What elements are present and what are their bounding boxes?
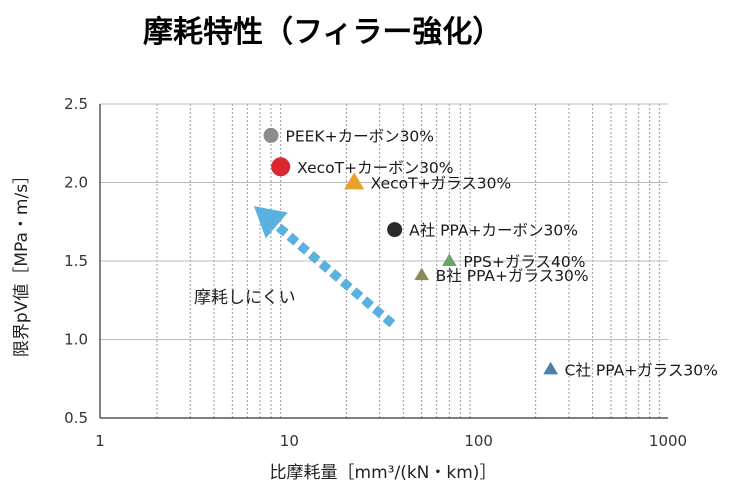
data-point-label: XecoT+ガラス30%	[371, 175, 512, 193]
y-tick-label: 1.0	[64, 331, 88, 349]
y-tick-label: 2.0	[64, 174, 88, 192]
chart-title: 摩耗特性（フィラー強化）	[143, 15, 502, 50]
data-point-label: PEEK+カーボン30%	[285, 127, 434, 145]
data-point	[387, 222, 403, 238]
data-point	[271, 157, 291, 177]
x-tick-label: 1000	[649, 432, 687, 450]
data-point-label: B社 PPA+ガラス30%	[436, 267, 589, 285]
data-points: PEEK+カーボン30% XecoT+カーボン30%XecoT+ガラス30% A社 …	[263, 127, 718, 379]
y-tick-label: 1.5	[64, 252, 88, 270]
x-tick-label: 1	[95, 432, 105, 450]
tick-labels: 1 10 100 1000 0.5 1.0 1.5 2.0 2.5	[64, 95, 687, 450]
data-point-label: A社 PPA+カーボン30%	[409, 222, 578, 240]
y-axis-label: 限界pV値［MPa・m/s］	[12, 167, 32, 357]
data-point	[441, 253, 457, 267]
data-point	[263, 127, 279, 143]
data-point-label: XecoT+カーボン30%	[297, 159, 453, 177]
data-point	[543, 361, 559, 375]
x-tick-label: 100	[464, 432, 493, 450]
data-point-label: PPS+ガラス40%	[463, 253, 585, 271]
annotation-arrow-head	[253, 206, 288, 239]
annotation-text: 摩耗しにくい	[194, 288, 296, 308]
data-point	[414, 267, 430, 281]
annotation: 摩耗しにくい	[194, 206, 396, 328]
data-point-label: C社 PPA+ガラス30%	[565, 361, 718, 379]
axes	[99, 104, 668, 419]
y-tick-label: 2.5	[64, 95, 88, 113]
y-tick-label: 0.5	[64, 409, 88, 427]
x-axis-label: 比摩耗量［mm³/(kN・km)］	[270, 463, 497, 483]
x-tick-label: 10	[280, 432, 299, 450]
annotation-arrow-shaft	[273, 222, 396, 328]
data-point	[344, 172, 365, 190]
